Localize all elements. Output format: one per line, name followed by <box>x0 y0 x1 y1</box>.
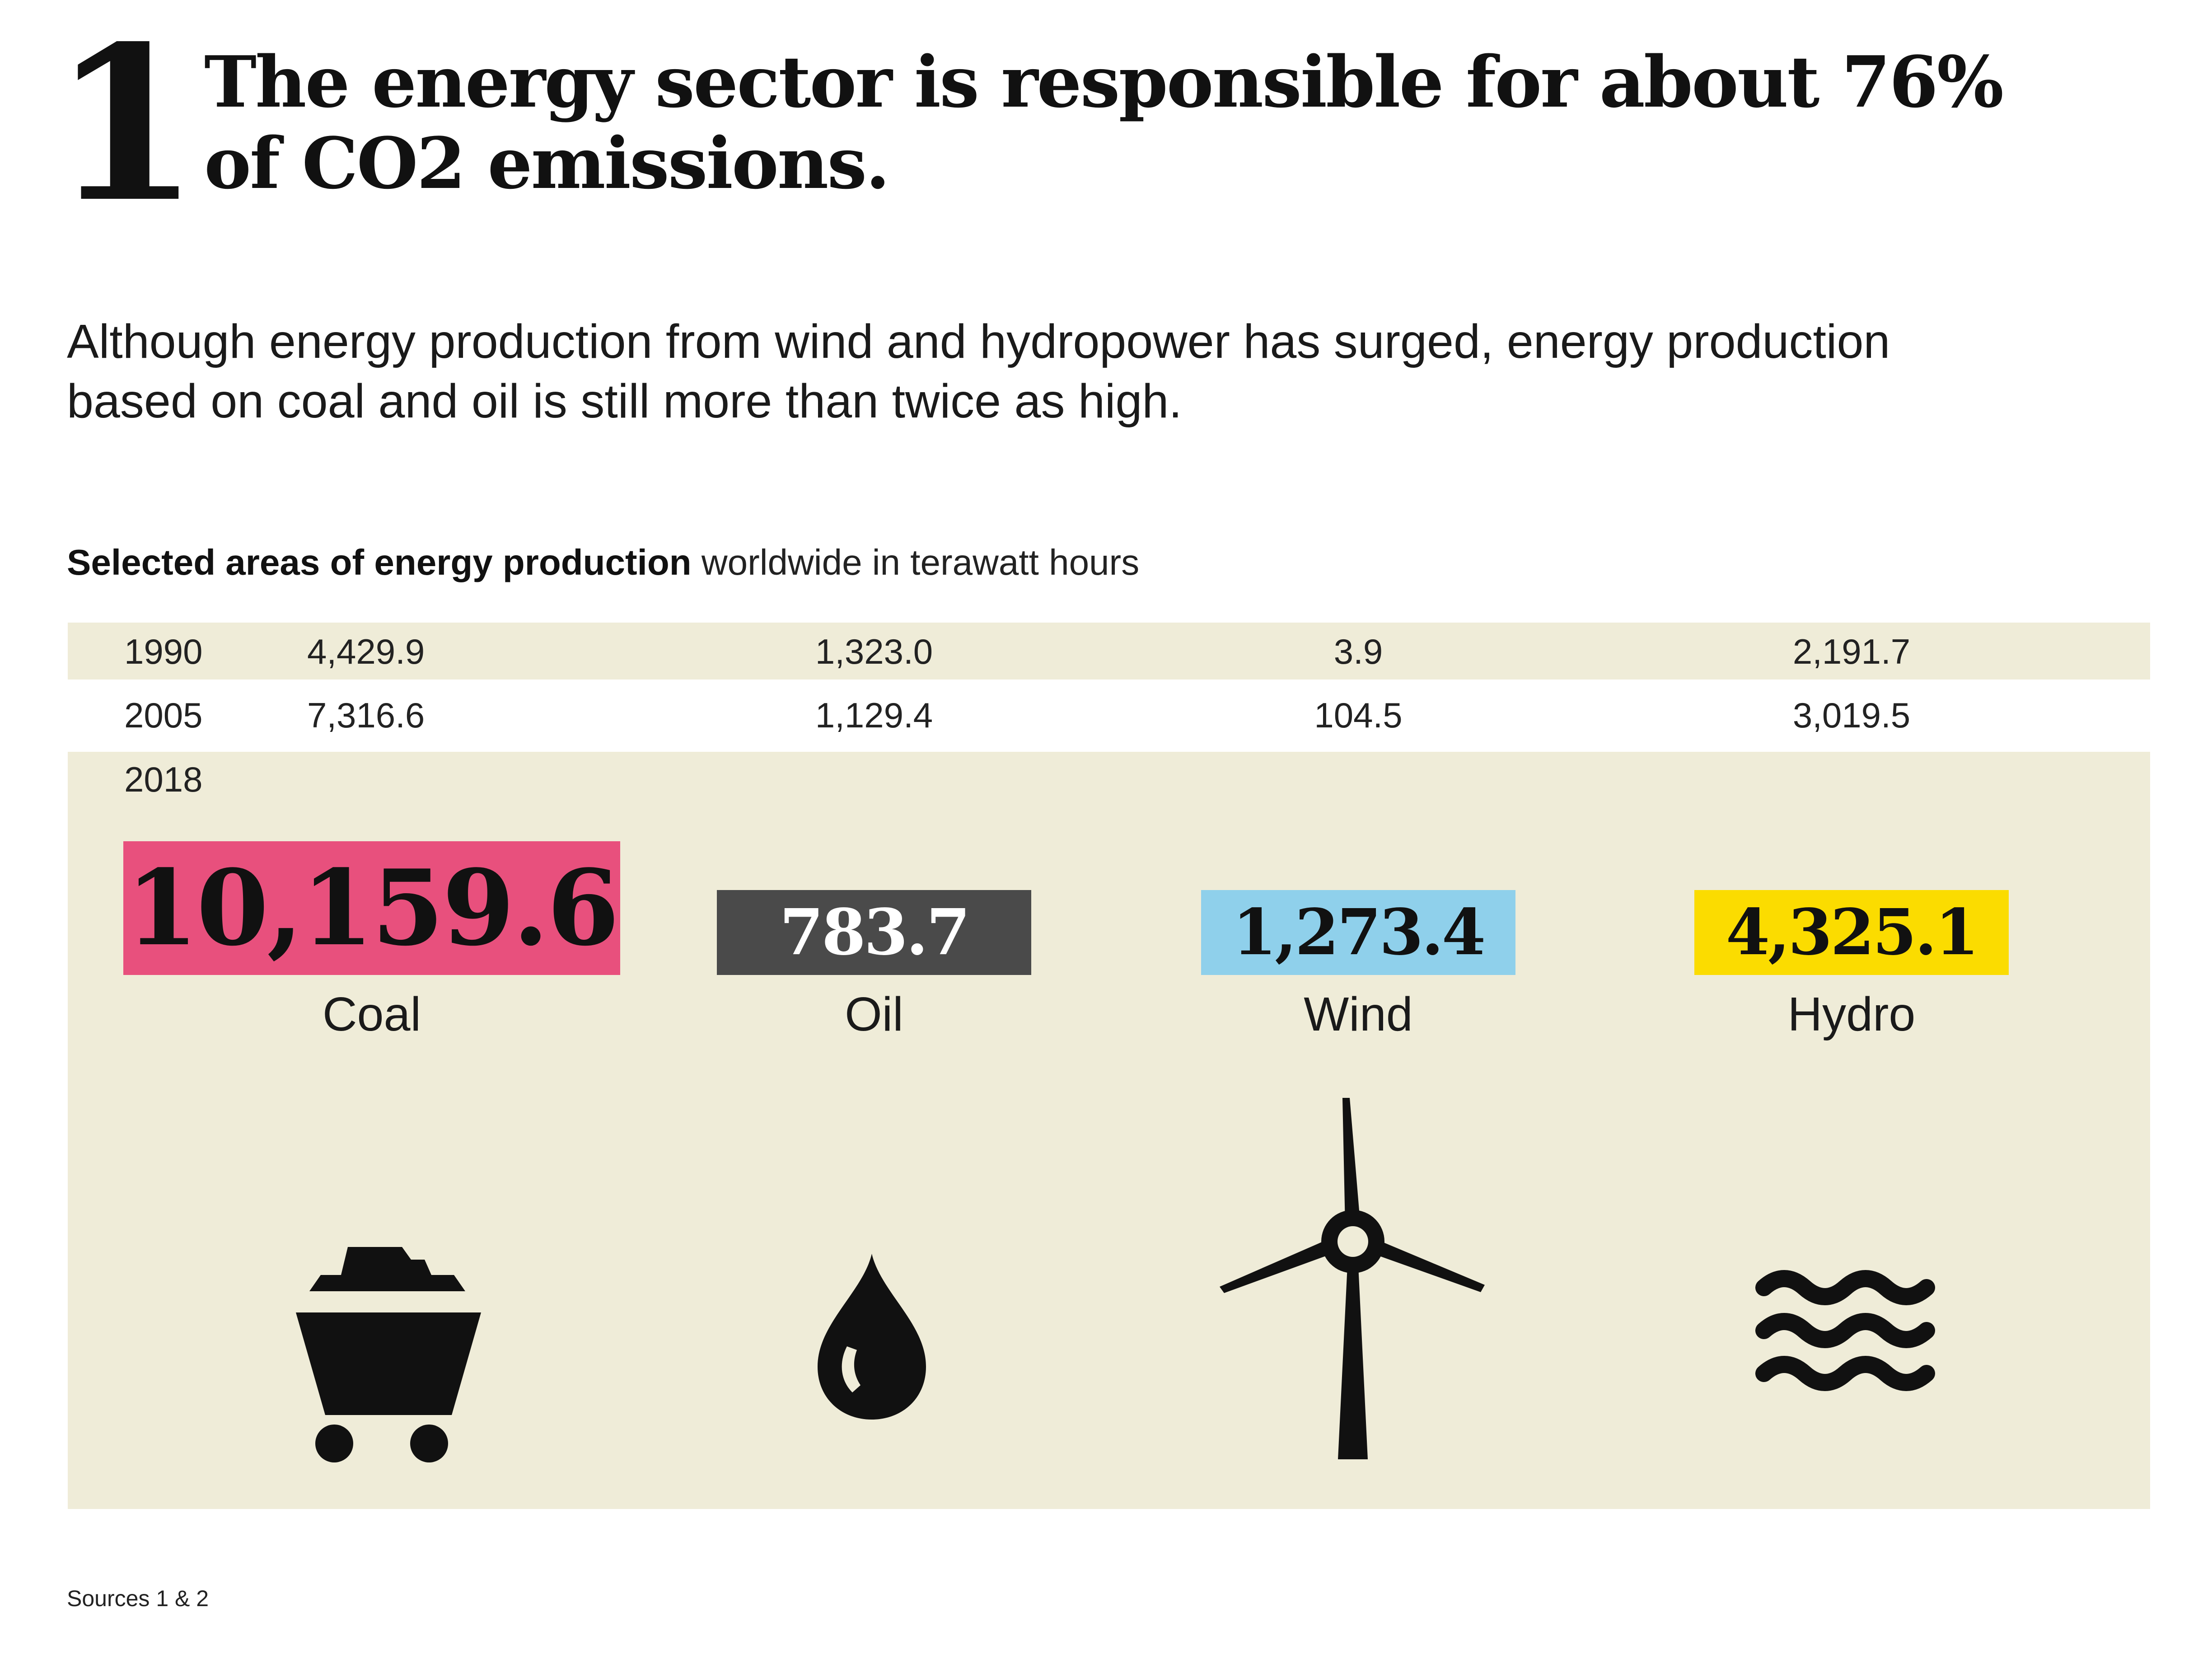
intro-line-1: Although energy production from wind and… <box>67 315 1890 368</box>
category-label-hydro: Hydro <box>1787 988 1916 1041</box>
water-waves-icon <box>1755 1270 1935 1391</box>
headline-line-1: The energy sector is responsible for abo… <box>204 41 2004 123</box>
value-1990-wind: 3.9 <box>1333 632 1383 671</box>
value-1990-oil: 1,323.0 <box>815 632 933 671</box>
intro-line-2: based on coal and oil is still more than… <box>67 375 1182 428</box>
category-label-oil: Oil <box>845 988 903 1041</box>
value-2018-coal-badge: 10,159.6 <box>123 841 620 975</box>
row-band-1990 <box>68 623 2150 680</box>
wind-turbine-icon <box>1220 1098 1485 1459</box>
value-2005-hydro: 3,019.5 <box>1792 695 1911 735</box>
headline: The energy sector is responsible for abo… <box>204 42 2056 204</box>
headline-line-2: of CO2 emissions. <box>204 122 890 205</box>
year-2018: 2018 <box>124 759 203 799</box>
coal-cart-icon <box>296 1247 481 1462</box>
value-2005-coal: 7,316.6 <box>307 695 425 735</box>
intro-text: Although energy production from wind and… <box>67 312 2145 431</box>
chart-subtitle-strong: Selected areas of energy production <box>67 542 692 582</box>
year-2005: 2005 <box>124 695 203 735</box>
year-1990: 1990 <box>124 632 203 671</box>
value-2005-wind: 104.5 <box>1314 695 1403 735</box>
chart-subtitle: Selected areas of energy production worl… <box>67 540 1139 585</box>
category-label-coal: Coal <box>322 988 421 1041</box>
section-number: 1 <box>52 0 200 249</box>
value-2018-hydro-badge: 4,325.1 <box>1694 890 2009 975</box>
value-1990-hydro: 2,191.7 <box>1792 632 1911 671</box>
value-2018-oil-badge: 783.7 <box>717 890 1031 975</box>
sources-footnote: Sources 1 & 2 <box>67 1586 209 1611</box>
value-2018-wind-badge: 1,273.4 <box>1201 890 1515 975</box>
value-2005-oil: 1,129.4 <box>815 695 933 735</box>
category-label-wind: Wind <box>1304 988 1413 1041</box>
chart-subtitle-rest: worldwide in terawatt hours <box>691 542 1140 582</box>
value-1990-coal: 4,429.9 <box>307 632 425 671</box>
oil-drop-icon <box>818 1254 926 1420</box>
